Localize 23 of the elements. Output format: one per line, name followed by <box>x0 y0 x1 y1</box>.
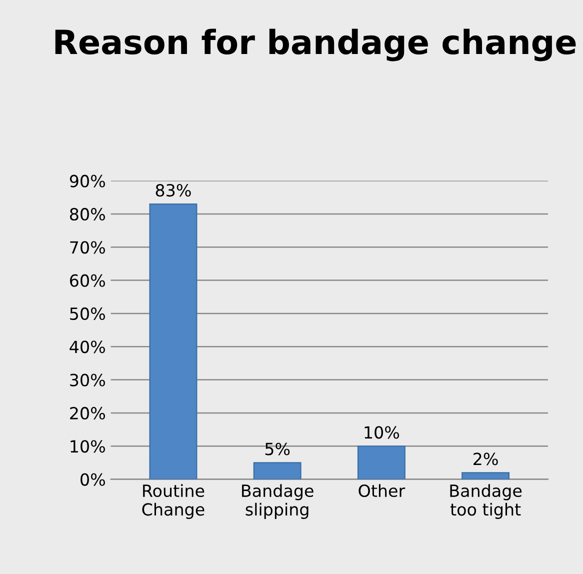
y-tick-label: 70% <box>70 241 105 254</box>
x-tick-label: Bandage slipping <box>242 484 314 519</box>
bar <box>357 446 406 480</box>
bar <box>462 472 510 480</box>
y-tick-label: 90% <box>70 174 105 188</box>
y-tick-label: 0% <box>80 473 105 486</box>
data-label: 10% <box>364 426 400 439</box>
y-tick-label: 80% <box>70 208 105 221</box>
data-label: 5% <box>265 442 290 456</box>
x-tick-label: Bandage too tight <box>450 484 522 519</box>
data-label: 2% <box>474 452 498 466</box>
chart-title: Reason for bandage change <box>55 28 576 62</box>
x-tick-label: Other <box>358 484 406 498</box>
x-tick-label: Routine Change <box>142 484 204 519</box>
y-tick-label: 50% <box>70 307 105 320</box>
bar <box>149 203 198 480</box>
y-tick-label: 30% <box>70 374 105 386</box>
y-tick-label: 40% <box>70 340 105 354</box>
y-tick-label: 60% <box>70 274 105 287</box>
bar <box>253 462 302 480</box>
data-label: 83% <box>156 184 191 197</box>
y-tick-label: 20% <box>70 406 105 420</box>
y-tick-label: 10% <box>70 440 105 453</box>
